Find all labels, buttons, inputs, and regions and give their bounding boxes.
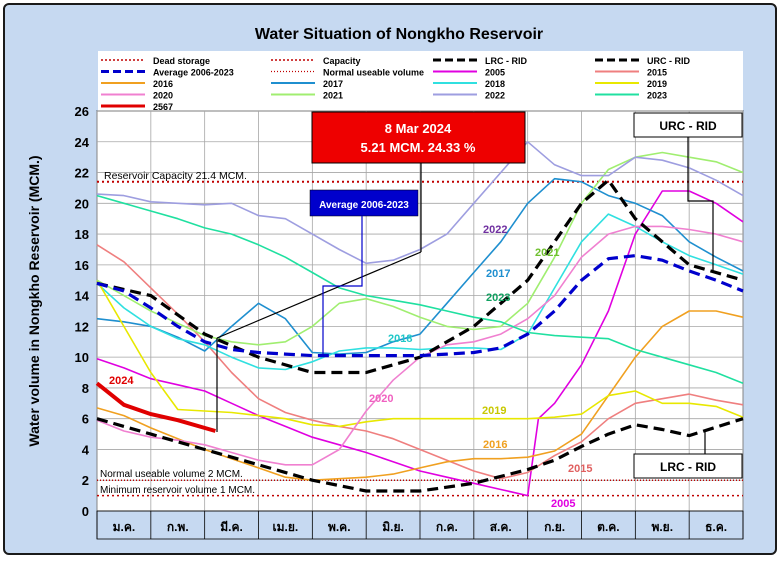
legend-label: 2019 [647, 79, 667, 89]
callout-box [311, 111, 526, 164]
series-line [96, 178, 744, 375]
legend-label: 2017 [323, 79, 343, 89]
y-tick-label: 2 [82, 473, 89, 488]
urc-box-label: URC - RID [659, 119, 717, 133]
legend-label: Normal useable volume [323, 68, 424, 78]
series-tag-2022: 2022 [483, 224, 507, 236]
x-tick-label: มี.ค. [220, 520, 243, 534]
x-axis: ม.ค. ก.พ. มี.ค. เม.ย. พ.ค. มิ.ย. ก.ค. ส.ค. ก.ย. ต… [96, 510, 744, 540]
y-axis-label: Water volume in Nongkho Reservoir (MCM.) [26, 155, 42, 446]
legend-label: LRC - RID [485, 56, 527, 66]
series-tag-2015: 2015 [568, 463, 592, 475]
lrc-box-label: LRC - RID [660, 460, 716, 474]
legend-label: 2015 [647, 68, 667, 78]
legend-label: 2018 [485, 79, 505, 89]
callout-value: 5.21 MCM. 24.33 % [361, 140, 476, 155]
callout-date: 8 Mar 2024 [385, 121, 452, 136]
x-axis-band [96, 510, 744, 540]
reservoir-chart: Water Situation of Nongkho Reservoir Dea… [26, 26, 744, 540]
legend-label: Average 2006-2023 [153, 68, 234, 78]
lrc-box [633, 453, 743, 479]
legend-label: URC - RID [647, 56, 690, 66]
series-line [96, 194, 744, 385]
x-tick-label: ก.ค. [436, 520, 458, 534]
legend-label: Dead storage [153, 56, 210, 66]
urc-leader [687, 137, 714, 273]
series-tag-2005: 2005 [551, 498, 575, 510]
series-tag-2021: 2021 [535, 247, 559, 259]
x-tick-label: ส.ค. [490, 520, 512, 534]
x-tick-label: ก.พ. [167, 520, 189, 534]
y-tick-label: 26 [75, 104, 89, 119]
annotations: Reservoir Capacity 21.4 MCM. Normal usea… [100, 111, 743, 510]
y-tick-label: 20 [75, 196, 89, 211]
series-line [96, 141, 744, 265]
y-tick-label: 6 [82, 412, 89, 427]
y-tick-label: 14 [75, 289, 90, 304]
series-line [96, 279, 744, 428]
x-tick-label: ต.ค. [597, 520, 620, 534]
y-tick-label: 8 [82, 381, 89, 396]
legend-label: Capacity [323, 56, 361, 66]
y-tick-label: 0 [82, 504, 89, 519]
x-tick-label: ธ.ค. [705, 520, 727, 534]
series-line [96, 417, 744, 493]
series-tag-2017: 2017 [486, 268, 510, 280]
legend-label: 2567 [153, 102, 173, 112]
average-box-label: Average 2006-2023 [319, 200, 409, 211]
series-lines [95, 141, 744, 497]
normal-volume-label: Normal useable volume 2 MCM. [100, 469, 243, 480]
y-tick-label: 4 [82, 442, 90, 457]
callout-pointer [216, 251, 422, 339]
legend-label: 2021 [323, 91, 343, 101]
y-tick-label: 22 [75, 166, 89, 181]
series-line [96, 254, 744, 358]
average-box [309, 189, 419, 217]
series-tag-2024: 2024 [109, 375, 134, 387]
legend-label: 2023 [647, 91, 667, 101]
y-tick-label: 24 [75, 135, 90, 150]
legend-label: 2022 [485, 91, 505, 101]
series-line [96, 190, 744, 497]
series-tag-2020: 2020 [369, 393, 393, 405]
series-tag-2023: 2023 [486, 292, 510, 304]
legend-label: 2016 [153, 79, 173, 89]
x-tick-label: พ.ย. [651, 520, 673, 534]
minimum-volume-label: Minimum reservoir volume 1 MCM. [100, 485, 255, 496]
legend-label: 2020 [153, 91, 173, 101]
x-tick-label: พ.ค. [328, 520, 351, 534]
series-tag-2019: 2019 [482, 405, 506, 417]
x-tick-label: เม.ย. [273, 520, 299, 534]
x-tick-label: ก.ย. [544, 520, 565, 534]
series-line [96, 177, 744, 355]
urc-box [633, 112, 743, 138]
legend: Dead storage Capacity LRC - RID URC - RID Av… [98, 51, 743, 113]
average-leader [322, 216, 363, 355]
y-tick-label: 18 [75, 227, 89, 242]
chart-frame: Water Situation of Nongkho Reservoir Dea… [3, 3, 777, 555]
series-tag-2018: 2018 [388, 333, 412, 345]
series-line [95, 381, 216, 433]
series-tag-2016: 2016 [483, 439, 507, 451]
y-tick-label: 16 [75, 258, 89, 273]
chart-title: Water Situation of Nongkho Reservoir [255, 26, 543, 43]
capacity-label: Reservoir Capacity 21.4 MCM. [104, 170, 247, 182]
x-tick-label: ม.ค. [113, 520, 136, 534]
y-tick-label: 10 [75, 350, 89, 365]
y-tick-label: 12 [75, 319, 89, 334]
legend-label: 2005 [485, 68, 505, 78]
x-tick-label: มิ.ย. [382, 520, 404, 534]
